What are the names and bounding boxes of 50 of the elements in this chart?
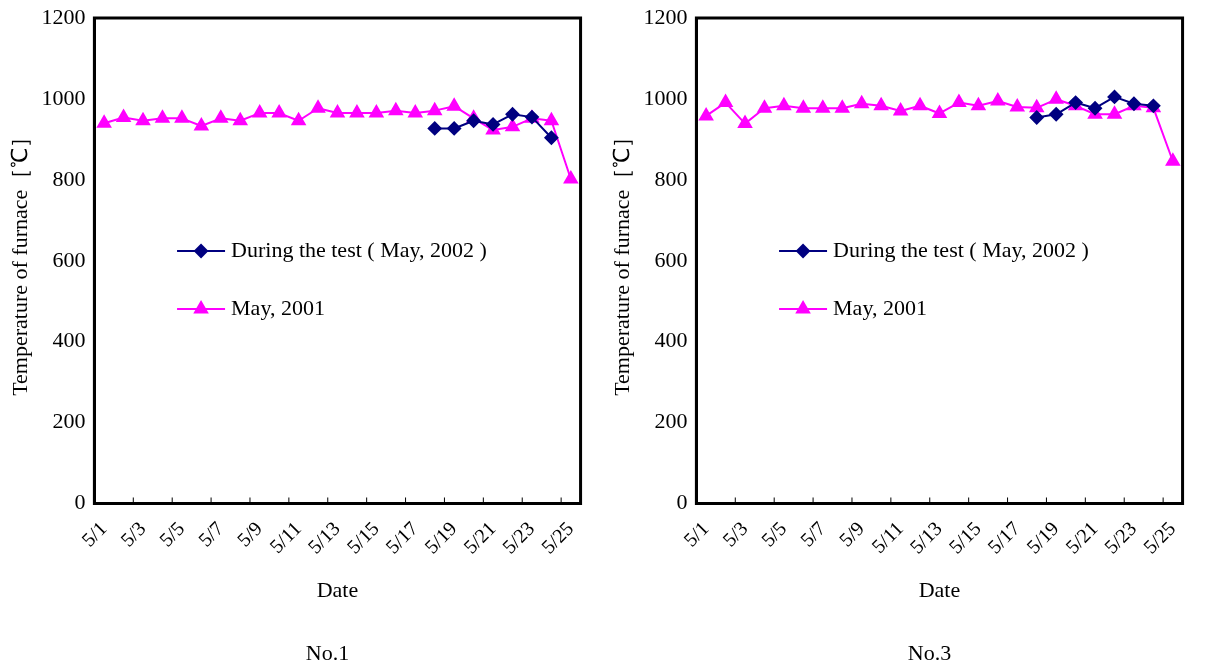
x-tick-label: 5/5 [154, 516, 189, 551]
x-tick-label: 5/19 [1022, 516, 1063, 558]
x-tick-label: 5/13 [905, 516, 947, 558]
y-tick-label: 400 [52, 327, 86, 353]
y-tick-label: 800 [654, 165, 688, 191]
x-tick-label: 5/3 [115, 516, 150, 551]
x-tick-label: 5/1 [679, 516, 713, 551]
y-tick-label: 400 [654, 327, 688, 353]
x-tick-label: 5/7 [193, 516, 228, 551]
x-tick-label: 5/25 [536, 516, 578, 558]
x-tick-label: 5/9 [834, 516, 869, 551]
y-tick-label: 600 [52, 246, 86, 272]
y-tick-label: 0 [74, 489, 86, 515]
y-axis-title: Temperature of furnace［℃］ [608, 125, 634, 396]
x-tick-label: 5/13 [303, 516, 345, 558]
x-tick-label: 5/11 [866, 516, 908, 558]
y-tick-label: 800 [52, 165, 86, 191]
legend-label: May, 2001 [231, 294, 325, 320]
x-tick-label: 5/1 [77, 516, 111, 551]
text: No.3 [907, 640, 952, 665]
legend-label: May, 2001 [833, 294, 927, 320]
y-tick-label: 600 [654, 246, 688, 272]
y-tick-label: 0 [676, 489, 688, 515]
x-tick-label: 5/21 [1060, 516, 1102, 558]
x-tick-label: 5/17 [983, 516, 1024, 558]
x-tick-label: 5/15 [944, 516, 985, 558]
y-tick-label: 1200 [643, 3, 688, 29]
x-tick-label: 5/19 [420, 516, 461, 558]
x-tick-label: 5/15 [342, 516, 383, 558]
x-tick-label: 5/25 [1138, 516, 1180, 558]
x-tick-label: 5/7 [795, 516, 830, 551]
x-axis-title: Date [918, 576, 961, 602]
legend-label: During the test ( May, 2002 ) [833, 236, 1089, 262]
y-axis-title: Temperature of furnace［℃］ [6, 125, 32, 396]
x-tick-label: 5/17 [381, 516, 422, 558]
y-tick-label: 1200 [41, 3, 86, 29]
x-axis-title: Date [316, 576, 359, 602]
y-tick-label: 1000 [41, 84, 86, 110]
x-tick-label: 5/5 [756, 516, 791, 551]
y-tick-label: 200 [52, 408, 86, 434]
x-tick-label: 5/23 [497, 516, 539, 558]
x-tick-label: 5/11 [264, 516, 306, 558]
x-tick-label: 5/23 [1099, 516, 1141, 558]
x-tick-label: 5/3 [717, 516, 752, 551]
y-tick-label: 1000 [643, 84, 688, 110]
text: No.1 [305, 640, 350, 665]
legend-label: During the test ( May, 2002 ) [231, 236, 487, 262]
x-tick-label: 5/21 [458, 516, 500, 558]
y-tick-label: 200 [654, 408, 688, 434]
x-tick-label: 5/9 [232, 516, 267, 551]
